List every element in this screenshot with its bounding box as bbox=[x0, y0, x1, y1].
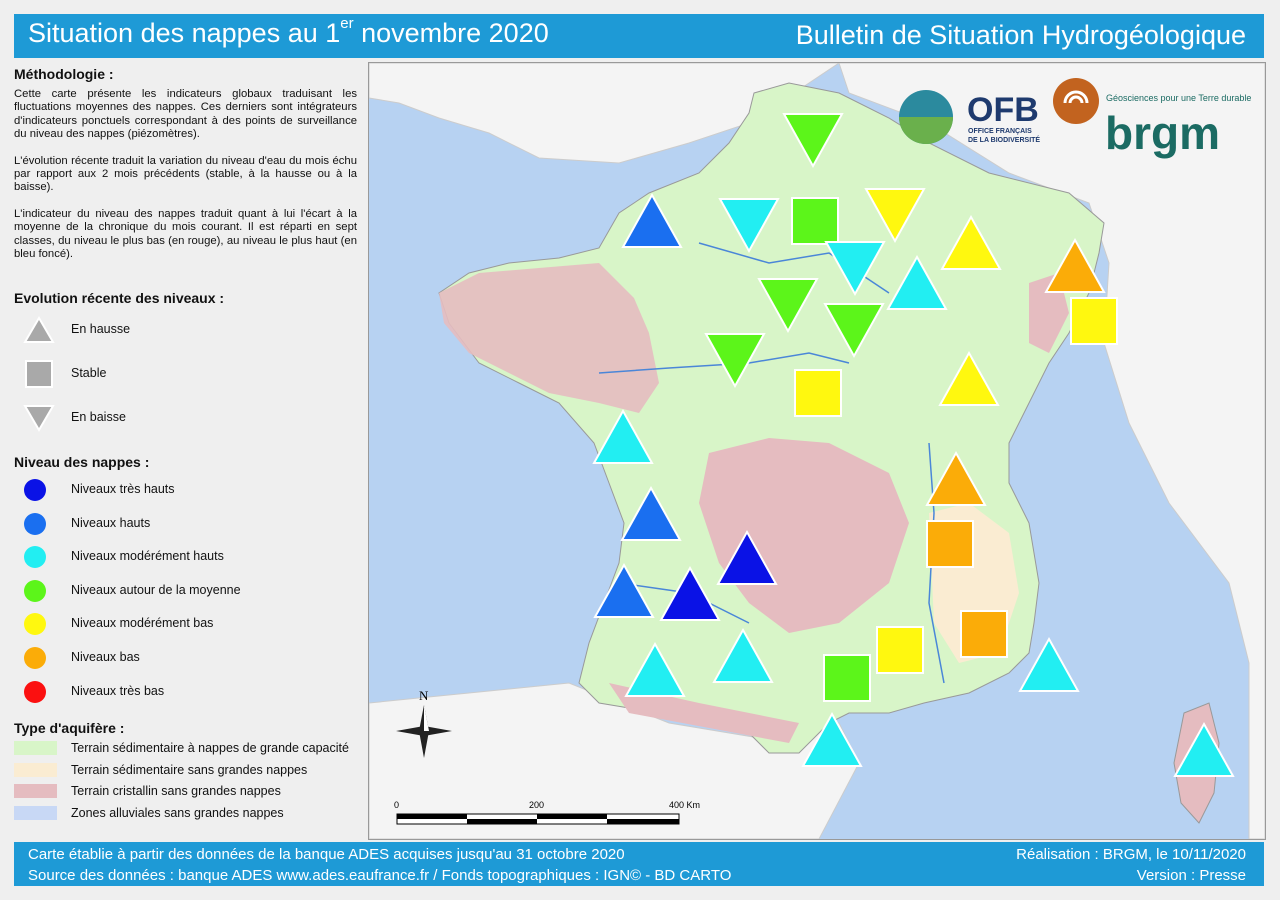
indicator-triangle-up-29 bbox=[801, 711, 863, 767]
indicator-square-18 bbox=[926, 520, 974, 568]
evolution-heading: Evolution récente des niveaux : bbox=[14, 290, 225, 306]
indicator-square-10 bbox=[1070, 297, 1118, 345]
header-bar: Situation des nappes au 1er novembre 202… bbox=[14, 14, 1264, 58]
pyrenees bbox=[609, 683, 799, 743]
methodology-heading: Méthodologie : bbox=[14, 66, 114, 82]
legend-falling-label: En baisse bbox=[71, 410, 126, 424]
map-frame: OFB OFFICE FRANÇAIS DE LA BIODIVERSITÉ G… bbox=[368, 62, 1266, 840]
footer-version: Version : Presse bbox=[1136, 867, 1246, 884]
brgm-circle-icon bbox=[1053, 78, 1099, 124]
legend-stable-label: Stable bbox=[71, 366, 107, 380]
indicator-triangle-up-30 bbox=[1173, 721, 1235, 777]
indicator-triangle-down-11 bbox=[757, 278, 819, 334]
indicator-triangle-up-9 bbox=[886, 254, 948, 310]
indicator-square-4 bbox=[791, 197, 839, 245]
level-dot-icon bbox=[24, 613, 46, 636]
scale-bar: 0 200 400 Km bbox=[394, 800, 700, 825]
footer-source-line-1: Carte établie à partir des données de la… bbox=[28, 846, 625, 863]
indicator-triangle-down-13 bbox=[704, 333, 766, 389]
level-legend-label: Niveaux bas bbox=[71, 650, 140, 664]
uk-land bbox=[369, 63, 840, 164]
aquifer-swatch bbox=[14, 805, 57, 820]
aquifer-legend-label: Zones alluviales sans grandes nappes bbox=[71, 805, 284, 820]
triangle-down-icon bbox=[23, 405, 55, 432]
indicator-triangle-up-19 bbox=[620, 485, 682, 541]
aquifer-legend-label: Terrain sédimentaire à nappes de grande … bbox=[71, 741, 349, 755]
methodology-text-1: Cette carte présente les indicateurs glo… bbox=[14, 88, 357, 141]
ofb-sub1: OFFICE FRANÇAIS bbox=[968, 128, 1032, 135]
indicator-triangle-down-12 bbox=[823, 303, 885, 359]
level-legend-label: Niveaux modérément bas bbox=[71, 616, 214, 631]
indicator-square-27 bbox=[823, 654, 871, 702]
aquifer-swatch bbox=[14, 784, 57, 798]
loire-river bbox=[598, 352, 850, 374]
aquifer-legend-label: Terrain cristallin sans grandes nappes bbox=[71, 784, 281, 798]
france-map: OFB OFFICE FRANÇAIS DE LA BIODIVERSITÉ G… bbox=[369, 63, 1265, 839]
indicator-triangle-up-7 bbox=[1044, 237, 1106, 293]
level-legend-label: Niveaux modérément hauts bbox=[71, 549, 224, 564]
indicator-triangle-up-28 bbox=[1018, 636, 1080, 692]
bulletin-title: Bulletin de Situation Hydrogéologique bbox=[795, 20, 1246, 50]
square-icon bbox=[25, 360, 53, 388]
neighbor-land-east bbox=[838, 63, 1265, 839]
scale-label-400: 400 Km bbox=[669, 800, 700, 810]
aquifer-heading: Type d'aquifère : bbox=[14, 720, 125, 736]
indicator-triangle-down-5 bbox=[864, 188, 926, 244]
brgm-tagline: Géosciences pour une Terre durable bbox=[1106, 93, 1251, 103]
aquifer-swatch bbox=[14, 741, 57, 755]
level-dot-icon bbox=[24, 512, 46, 535]
level-heading: Niveau des nappes : bbox=[14, 454, 150, 470]
indicator-triangle-down-3 bbox=[718, 198, 780, 254]
level-dot-icon bbox=[24, 680, 46, 703]
indicator-triangle-up-16 bbox=[592, 408, 654, 464]
ofb-sub2: DE LA BIODIVERSITÉ bbox=[968, 135, 1040, 144]
indicator-triangle-up-17 bbox=[925, 450, 987, 506]
level-legend-label: Niveaux très bas bbox=[71, 683, 165, 698]
ofb-name: OFB bbox=[967, 91, 1039, 129]
level-dot-icon bbox=[24, 546, 46, 569]
indicator-triangle-up-22 bbox=[659, 565, 721, 621]
aquifer-legend-label: Terrain sédimentaire sans grandes nappes bbox=[71, 762, 308, 777]
north-label: N bbox=[419, 688, 429, 703]
legends: Evolution récente des niveaux : En hauss… bbox=[14, 290, 357, 830]
level-dot-icon bbox=[24, 579, 46, 602]
level-legend-label: Niveaux autour de la moyenne bbox=[71, 582, 241, 597]
brgm-name: brgm bbox=[1105, 107, 1220, 159]
indicator-triangle-up-15 bbox=[938, 350, 1000, 406]
footer-bar: Carte établie à partir des données de la… bbox=[14, 842, 1264, 886]
indicator-triangle-up-6 bbox=[940, 214, 1002, 270]
footer-credit: Réalisation : BRGM, le 10/11/2020 bbox=[1016, 846, 1246, 863]
level-legend-label: Niveaux très hauts bbox=[71, 482, 175, 496]
triangle-up-icon bbox=[23, 316, 55, 343]
indicator-triangle-down-1 bbox=[782, 113, 844, 169]
indicator-square-14 bbox=[794, 369, 842, 417]
indicator-layer bbox=[592, 113, 1235, 777]
level-dot-icon bbox=[24, 647, 46, 669]
indicator-triangle-down-8 bbox=[824, 241, 886, 297]
level-legend-label: Niveaux hauts bbox=[71, 515, 151, 530]
footer-source-line-2: Source des données : banque ADES www.ade… bbox=[28, 867, 732, 884]
north-arrow: N bbox=[396, 688, 452, 758]
scale-label-0: 0 bbox=[394, 800, 399, 810]
indicator-triangle-up-20 bbox=[716, 529, 778, 585]
indicator-triangle-up-26 bbox=[712, 627, 774, 683]
methodology-text-3: L'indicateur du niveau des nappes tradui… bbox=[14, 207, 357, 261]
indicator-square-23 bbox=[960, 610, 1008, 658]
scale-label-200: 200 bbox=[529, 800, 544, 810]
indicator-square-24 bbox=[876, 626, 924, 674]
legend-panel: Méthodologie : Cette carte présente les … bbox=[14, 66, 357, 261]
level-dot-icon bbox=[24, 479, 46, 501]
brgm-logo: Géosciences pour une Terre durable brgm bbox=[1053, 78, 1251, 159]
indicator-triangle-up-25 bbox=[624, 641, 686, 697]
massif-armoricain bbox=[439, 263, 659, 413]
aquifer-swatch bbox=[14, 762, 57, 777]
legend-rising-label: En hausse bbox=[71, 322, 131, 336]
ofb-logo: OFB OFFICE FRANÇAIS DE LA BIODIVERSITÉ bbox=[899, 90, 1040, 144]
map-title: Situation des nappes au 1er novembre 202… bbox=[28, 15, 549, 48]
methodology-text-2: L'évolution récente traduit la variation… bbox=[14, 154, 357, 194]
indicator-triangle-up-21 bbox=[593, 562, 655, 618]
indicator-triangle-up-2 bbox=[621, 192, 683, 248]
